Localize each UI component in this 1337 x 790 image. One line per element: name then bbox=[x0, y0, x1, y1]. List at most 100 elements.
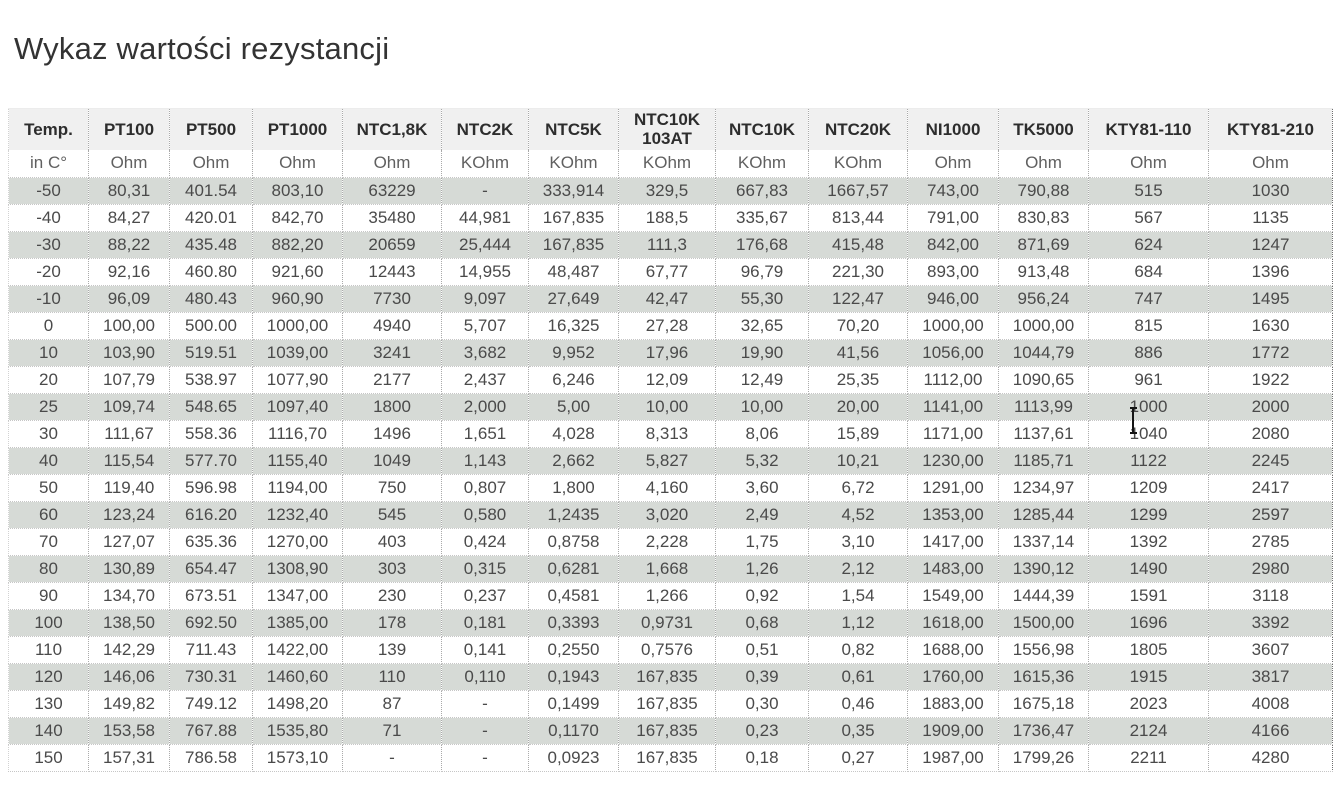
value-cell: 519.51 bbox=[169, 339, 253, 367]
value-cell: 0,807 bbox=[441, 474, 529, 502]
value-cell: 67,77 bbox=[618, 258, 716, 286]
value-cell: 142,29 bbox=[88, 636, 170, 664]
table-row-50: 50 119,40 596.98 1194,00 750 0,807 1,800 4,160 3… bbox=[8, 474, 1333, 502]
units-row: in C° Ohm Ohm Ohm Ohm KOhm KOhm KOhm KOhm KOhm Ohm… bbox=[8, 149, 1333, 178]
value-cell: 1097,40 bbox=[252, 393, 343, 421]
value-cell: 886 bbox=[1088, 339, 1209, 367]
value-cell: 5,32 bbox=[715, 447, 809, 475]
table-row--10: -10 96,09 480.43 960,90 7730 9,097 27,649 42,47… bbox=[8, 285, 1333, 313]
value-cell: 1141,00 bbox=[907, 393, 999, 421]
value-cell: 1135 bbox=[1208, 204, 1333, 232]
value-cell: 2980 bbox=[1208, 555, 1333, 583]
value-cell: 134,70 bbox=[88, 582, 170, 610]
value-cell: 692.50 bbox=[169, 609, 253, 637]
temp-cell: -30 bbox=[8, 231, 89, 259]
value-cell: 401.54 bbox=[169, 177, 253, 205]
temp-cell: 20 bbox=[8, 366, 89, 394]
value-cell: 1234,97 bbox=[998, 474, 1089, 502]
value-cell: 654.47 bbox=[169, 555, 253, 583]
value-cell: 1044,79 bbox=[998, 339, 1089, 367]
value-cell: 1122 bbox=[1088, 447, 1209, 475]
value-cell: 1,266 bbox=[618, 582, 716, 610]
col-header-kty81-110: KTY81-110 bbox=[1088, 108, 1209, 150]
value-cell: 842,70 bbox=[252, 204, 343, 232]
value-cell: 1337,14 bbox=[998, 528, 1089, 556]
page-title: Wykaz wartości rezystancji bbox=[14, 31, 390, 66]
value-cell: 1,800 bbox=[528, 474, 619, 502]
value-cell: 1667,57 bbox=[808, 177, 908, 205]
value-cell: 596.98 bbox=[169, 474, 253, 502]
value-cell: 2211 bbox=[1088, 744, 1209, 772]
value-cell: 803,10 bbox=[252, 177, 343, 205]
value-cell: 1483,00 bbox=[907, 555, 999, 583]
value-cell: 2,662 bbox=[528, 447, 619, 475]
col-unit-kty81-210: Ohm bbox=[1208, 149, 1333, 178]
value-cell: 403 bbox=[342, 528, 442, 556]
value-cell: 157,31 bbox=[88, 744, 170, 772]
value-cell: 624 bbox=[1088, 231, 1209, 259]
value-cell: 130,89 bbox=[88, 555, 170, 583]
value-cell: 1490 bbox=[1088, 555, 1209, 583]
value-cell: 960,90 bbox=[252, 285, 343, 313]
value-cell: 558.36 bbox=[169, 420, 253, 448]
value-cell: 0,39 bbox=[715, 663, 809, 691]
value-cell: 333,914 bbox=[528, 177, 619, 205]
value-cell: 41,56 bbox=[808, 339, 908, 367]
value-cell: 4280 bbox=[1208, 744, 1333, 772]
value-cell: 1000 bbox=[1088, 393, 1209, 421]
value-cell: 2,12 bbox=[808, 555, 908, 583]
value-cell: 0,237 bbox=[441, 582, 529, 610]
value-cell: 767.88 bbox=[169, 717, 253, 745]
value-cell: 3392 bbox=[1208, 609, 1333, 637]
value-cell: 48,487 bbox=[528, 258, 619, 286]
table-row-100: 100 138,50 692.50 1385,00 178 0,181 0,3393 0,97… bbox=[8, 609, 1333, 637]
value-cell: 743,00 bbox=[907, 177, 999, 205]
value-cell: 153,58 bbox=[88, 717, 170, 745]
value-cell: 567 bbox=[1088, 204, 1209, 232]
value-cell: 303 bbox=[342, 555, 442, 583]
value-cell: 786.58 bbox=[169, 744, 253, 772]
col-unit-kty81-110: Ohm bbox=[1088, 149, 1209, 178]
value-cell: 1495 bbox=[1208, 285, 1333, 313]
value-cell: 44,981 bbox=[441, 204, 529, 232]
col-unit-ntc10k-103at: KOhm bbox=[618, 149, 716, 178]
resistance-table: Temp. PT100 PT500 PT1000 NTC1,8K NTC2K NTC5K NT… bbox=[8, 108, 1333, 772]
value-cell: 616.20 bbox=[169, 501, 253, 529]
value-cell: 5,827 bbox=[618, 447, 716, 475]
table-row-25: 25 109,74 548.65 1097,40 1800 2,000 5,00 10,00 1… bbox=[8, 393, 1333, 421]
value-cell: 6,246 bbox=[528, 366, 619, 394]
col-header-pt1000: PT1000 bbox=[252, 108, 343, 150]
value-cell: 2,228 bbox=[618, 528, 716, 556]
value-cell: 1385,00 bbox=[252, 609, 343, 637]
value-cell: 1,75 bbox=[715, 528, 809, 556]
value-cell: 1496 bbox=[342, 420, 442, 448]
value-cell: 1500,00 bbox=[998, 609, 1089, 637]
value-cell: 2124 bbox=[1088, 717, 1209, 745]
value-cell: 1209 bbox=[1088, 474, 1209, 502]
temp-cell: 140 bbox=[8, 717, 89, 745]
value-cell: 1,143 bbox=[441, 447, 529, 475]
value-cell: 167,835 bbox=[618, 744, 716, 772]
value-cell: 871,69 bbox=[998, 231, 1089, 259]
value-cell: 1171,00 bbox=[907, 420, 999, 448]
value-cell: 730.31 bbox=[169, 663, 253, 691]
value-cell: 460.80 bbox=[169, 258, 253, 286]
value-cell: 1460,60 bbox=[252, 663, 343, 691]
value-cell: 25,35 bbox=[808, 366, 908, 394]
temp-cell: 60 bbox=[8, 501, 89, 529]
value-cell: 1444,39 bbox=[998, 582, 1089, 610]
value-cell: 1230,00 bbox=[907, 447, 999, 475]
value-cell: 1090,65 bbox=[998, 366, 1089, 394]
value-cell: 96,09 bbox=[88, 285, 170, 313]
value-cell: 1736,47 bbox=[998, 717, 1089, 745]
value-cell: 1049 bbox=[342, 447, 442, 475]
value-cell: 8,313 bbox=[618, 420, 716, 448]
value-cell: 1591 bbox=[1088, 582, 1209, 610]
value-cell: 2597 bbox=[1208, 501, 1333, 529]
value-cell: 673.51 bbox=[169, 582, 253, 610]
value-cell: 1353,00 bbox=[907, 501, 999, 529]
table-row-10: 10 103,90 519.51 1039,00 3241 3,682 9,952 17,96… bbox=[8, 339, 1333, 367]
value-cell: 842,00 bbox=[907, 231, 999, 259]
col-header-ni1000: NI1000 bbox=[907, 108, 999, 150]
col-unit-ntc1-8k: Ohm bbox=[342, 149, 442, 178]
